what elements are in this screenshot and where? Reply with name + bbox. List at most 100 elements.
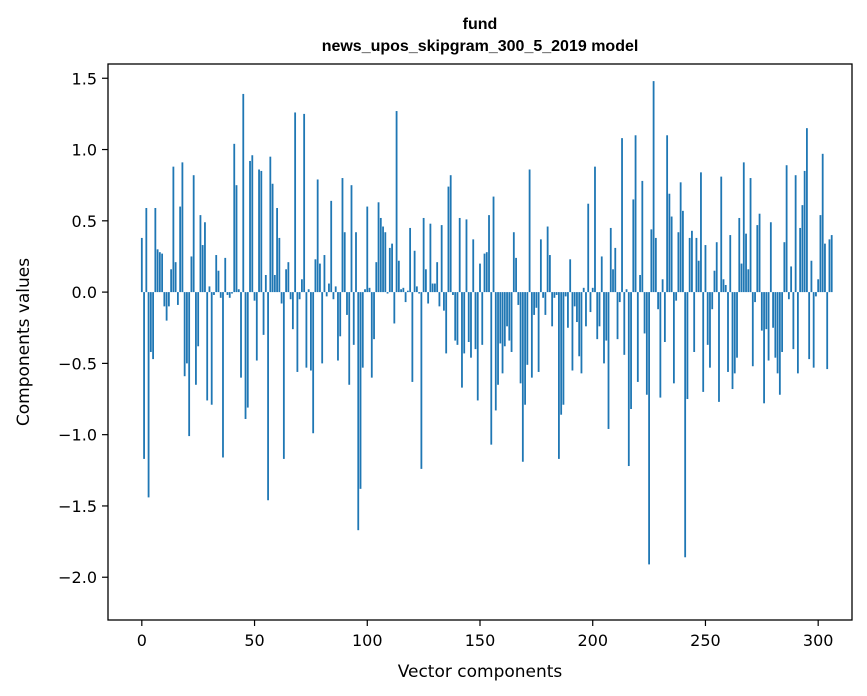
bar-181 <box>548 255 551 293</box>
y-axis-label: Components values <box>14 258 34 426</box>
bar-236 <box>672 292 675 384</box>
bar-41 <box>233 143 236 293</box>
bar-140 <box>456 292 459 345</box>
bar-124 <box>420 292 423 469</box>
bar-272 <box>754 292 756 303</box>
bar-281 <box>774 292 777 358</box>
bar-158 <box>497 292 499 385</box>
bar-217 <box>630 292 632 410</box>
bar-162 <box>506 292 508 327</box>
bar-136 <box>447 186 450 293</box>
bar-195 <box>580 292 583 374</box>
bar-164 <box>510 292 513 352</box>
bar-127 <box>427 292 430 304</box>
bar-306 <box>830 235 833 293</box>
x-tick-label: 100 <box>352 631 383 650</box>
bar-176 <box>537 292 540 372</box>
bar-128 <box>429 223 432 293</box>
bar-57 <box>269 156 272 293</box>
bar-227 <box>652 81 655 293</box>
bar-187 <box>562 292 565 405</box>
bar-102 <box>370 292 373 378</box>
bar-214 <box>623 292 626 355</box>
bar-152 <box>483 253 486 293</box>
bar-18 <box>181 162 184 293</box>
bar-145 <box>467 292 470 342</box>
bar-44 <box>240 292 242 378</box>
bar-204 <box>600 256 603 293</box>
bar-111 <box>391 243 393 293</box>
bar-46 <box>244 292 247 419</box>
bar-12 <box>167 292 170 307</box>
bar-6 <box>154 207 157 293</box>
bar-302 <box>821 153 824 293</box>
bar-141 <box>458 217 461 293</box>
bar-82 <box>325 292 328 297</box>
bar-157 <box>494 292 497 411</box>
bar-95 <box>355 232 357 293</box>
bar-237 <box>675 292 678 301</box>
bar-225 <box>648 292 650 565</box>
bar-149 <box>476 292 479 401</box>
x-axis-ticks: 0 50 100 150 200 250 300 <box>137 620 833 650</box>
bar-166 <box>515 257 517 293</box>
bar-22 <box>190 256 193 293</box>
bar-20 <box>186 292 188 364</box>
bar-269 <box>747 269 750 293</box>
bar-295 <box>806 128 808 293</box>
bar-208 <box>609 227 612 293</box>
bar-253 <box>711 292 714 310</box>
bars-group <box>140 81 833 565</box>
bar-26 <box>199 215 202 293</box>
bar-286 <box>785 165 788 293</box>
bar-33 <box>215 255 218 293</box>
bar-121 <box>413 250 416 293</box>
bar-35 <box>219 292 222 298</box>
x-tick-label: 250 <box>690 631 721 650</box>
bar-189 <box>567 292 569 328</box>
bar-134 <box>443 292 445 311</box>
bar-238 <box>677 232 680 293</box>
bar-101 <box>368 287 371 293</box>
bar-198 <box>587 203 590 293</box>
bar-271 <box>751 292 754 367</box>
bar-151 <box>481 292 484 345</box>
bar-247 <box>697 260 700 293</box>
bar-174 <box>533 292 536 315</box>
bar-244 <box>691 230 693 293</box>
bar-250 <box>704 245 707 293</box>
bar-276 <box>763 292 765 404</box>
bar-65 <box>287 262 290 293</box>
bar-280 <box>772 292 774 328</box>
bar-74 <box>307 289 310 293</box>
bar-289 <box>792 292 795 350</box>
bar-284 <box>781 292 784 352</box>
bar-139 <box>454 292 457 341</box>
bar-138 <box>452 292 454 295</box>
bar-144 <box>465 219 468 293</box>
bar-110 <box>388 247 391 293</box>
x-axis-label: Vector components <box>398 662 563 682</box>
bar-94 <box>352 292 355 345</box>
plot-frame <box>107 63 853 621</box>
bar-266 <box>740 263 743 293</box>
y-tick-label: −1.5 <box>58 497 97 516</box>
bar-49 <box>251 155 254 293</box>
bar-150 <box>479 263 481 293</box>
bar-133 <box>440 225 443 293</box>
bar-91 <box>346 292 348 315</box>
bar-267 <box>742 162 745 293</box>
bar-297 <box>810 260 813 293</box>
bar-5 <box>152 292 154 360</box>
bar-80 <box>321 292 324 364</box>
bar-177 <box>539 239 542 293</box>
bar-246 <box>695 237 698 293</box>
chart-title: fund <box>463 16 498 33</box>
chart-subtitle: news_upos_skipgram_300_5_2019 model <box>322 38 639 55</box>
bar-39 <box>228 292 231 298</box>
bar-14 <box>172 166 175 293</box>
bar-25 <box>197 292 200 347</box>
bar-219 <box>634 135 637 293</box>
bar-1 <box>143 292 145 459</box>
